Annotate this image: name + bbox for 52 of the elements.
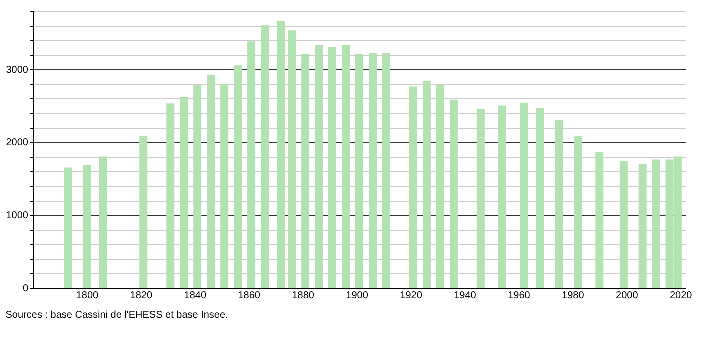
bar [368, 53, 377, 288]
y-tick-label: 3000 [6, 64, 29, 76]
bar [476, 109, 485, 288]
bar [99, 156, 108, 288]
bar [620, 161, 628, 288]
bar [302, 54, 310, 288]
bar [207, 75, 216, 288]
x-tick-label: 1980 [562, 290, 585, 302]
bar [234, 66, 242, 288]
bar [596, 152, 604, 288]
y-tick-label: 2000 [6, 138, 29, 149]
bar [555, 120, 564, 288]
x-tick-label: 2020 [670, 290, 693, 302]
bar [450, 100, 458, 288]
source-note: Sources : base Cassini de l'EHESS et base Insee. [6, 310, 228, 321]
bar [409, 86, 418, 288]
bar [315, 45, 324, 288]
y-tick-label: 0 [22, 284, 29, 294]
x-tick-label: 1900 [346, 290, 369, 302]
bar [248, 42, 256, 288]
x-tick-label: 1840 [184, 290, 207, 302]
bar [382, 53, 390, 288]
bar [652, 160, 660, 288]
x-tick-label: 1820 [130, 290, 153, 302]
bar [194, 85, 202, 288]
y-tick-label: 1000 [6, 210, 29, 222]
bar [498, 106, 507, 288]
x-tick-label: 1860 [238, 290, 261, 302]
bar [638, 164, 647, 288]
bar [436, 85, 444, 288]
bar [277, 21, 286, 288]
bar [520, 102, 528, 288]
bar [180, 97, 188, 288]
bar [328, 47, 337, 288]
bar [342, 45, 350, 288]
x-tick-label: 1940 [454, 290, 477, 302]
bar [574, 136, 582, 288]
bar [261, 26, 270, 288]
bar [288, 30, 296, 288]
x-tick-label: 1920 [400, 290, 423, 302]
bar [166, 104, 175, 288]
bar [356, 54, 364, 288]
x-tick-label: 2000 [616, 290, 639, 302]
bar [220, 84, 229, 288]
bar [82, 166, 91, 288]
x-tick-label: 1960 [508, 290, 531, 302]
bar [422, 80, 431, 288]
x-tick-label: 1800 [76, 290, 100, 302]
bar [536, 108, 544, 288]
bar [64, 168, 72, 288]
x-tick-label: 1880 [292, 290, 315, 302]
bar [140, 136, 148, 288]
